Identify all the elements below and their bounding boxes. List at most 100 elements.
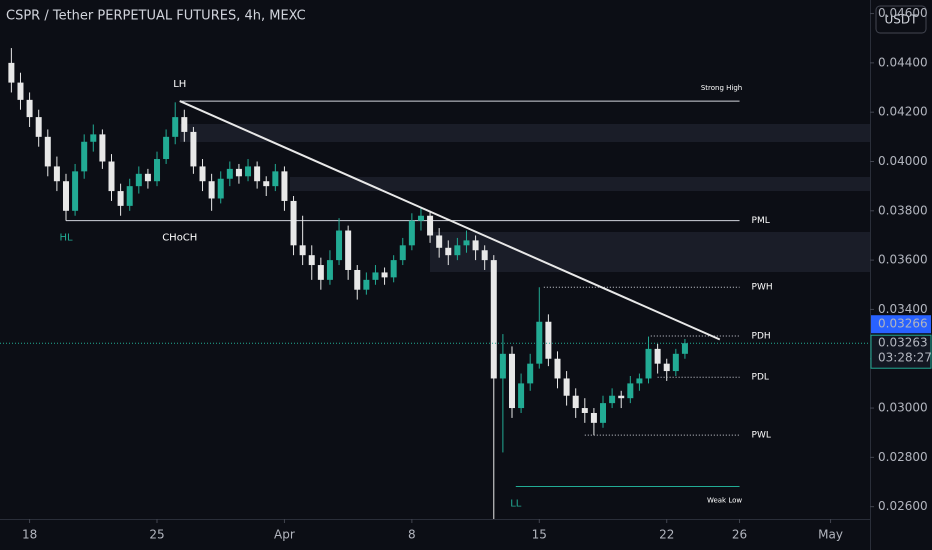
zone xyxy=(180,124,870,142)
candle-body xyxy=(226,168,233,179)
x-tick-label: 18 xyxy=(22,528,37,542)
candle-body xyxy=(499,353,506,379)
candle-body xyxy=(308,255,315,266)
candle-body xyxy=(135,173,142,187)
candle-body xyxy=(263,181,270,187)
candle-body xyxy=(581,408,588,413)
candle-body xyxy=(17,82,24,100)
y-tick-label: 0.02800 xyxy=(878,450,928,464)
candle-body xyxy=(254,166,261,182)
level-label: Weak Low xyxy=(707,496,742,504)
candle-body xyxy=(545,321,552,359)
candle-body xyxy=(563,378,570,396)
y-tick-label: 0.04400 xyxy=(878,55,928,69)
candle-body xyxy=(163,136,170,160)
candle-body xyxy=(445,247,452,256)
candle-body xyxy=(290,200,297,246)
level-label: PDH xyxy=(752,332,771,342)
y-tick-label: 0.03600 xyxy=(878,253,928,267)
y-tick-label: 0.03000 xyxy=(878,401,928,415)
candle-body xyxy=(53,166,60,182)
annotation: LH xyxy=(173,79,186,90)
candle-body xyxy=(527,363,534,384)
candle-body xyxy=(645,348,652,379)
x-tick-label: 25 xyxy=(149,528,164,542)
candle-body xyxy=(72,171,79,211)
candle-body xyxy=(627,383,634,399)
zone xyxy=(290,177,870,191)
level-label: PWH xyxy=(752,283,773,293)
candle-body xyxy=(281,171,288,201)
candle-body xyxy=(272,171,279,187)
candle-body xyxy=(427,215,434,236)
x-tick-label: 8 xyxy=(408,528,416,542)
candle-body xyxy=(235,168,242,177)
candle-body xyxy=(126,186,133,206)
zone xyxy=(430,232,870,272)
x-tick-label: May xyxy=(818,528,843,542)
candle-body xyxy=(590,412,597,423)
candle-body xyxy=(518,383,525,409)
candle-body xyxy=(108,161,115,192)
y-tick-label: 0.04600 xyxy=(878,6,928,20)
candle-body xyxy=(554,358,561,379)
y-tick-label: 0.03400 xyxy=(878,302,928,316)
candle-body xyxy=(381,272,388,278)
candle-body xyxy=(336,230,343,261)
candle-body xyxy=(609,395,616,404)
candle-body xyxy=(572,395,579,409)
last-price-label: 0.03263 xyxy=(878,336,928,350)
level-label: PDL xyxy=(752,373,769,383)
candle-body xyxy=(454,245,461,256)
candle-body xyxy=(345,230,352,270)
y-tick-label: 0.03800 xyxy=(878,203,928,217)
chart-title: CSPR / Tether PERPETUAL FUTURES, 4h, MEX… xyxy=(6,9,306,24)
level-label: Strong High xyxy=(701,84,742,92)
candle-body xyxy=(172,117,179,137)
currency-button[interactable] xyxy=(875,5,927,34)
candle-body xyxy=(81,141,88,172)
level-label: PWL xyxy=(752,431,771,441)
candle-body xyxy=(8,62,15,83)
y-tick-label: 0.04200 xyxy=(878,105,928,119)
candle-body xyxy=(117,191,124,206)
candle-body xyxy=(317,265,324,280)
candle-body xyxy=(181,117,188,132)
last-price-tag xyxy=(870,334,932,369)
candle-body xyxy=(199,166,206,182)
candle-body xyxy=(144,173,151,182)
candle-body xyxy=(618,395,625,399)
candle-body xyxy=(600,403,607,423)
x-tick-label: 15 xyxy=(532,528,547,542)
candle-body xyxy=(245,166,252,177)
candle-body xyxy=(508,353,515,409)
candle-body xyxy=(90,134,97,142)
candle-body xyxy=(481,250,488,261)
countdown: 03:28:27 xyxy=(878,351,932,365)
y-tick-label: 0.04000 xyxy=(878,154,928,168)
candle-body xyxy=(472,240,479,251)
candle-body xyxy=(326,260,333,280)
marker-price-tag xyxy=(871,315,931,334)
x-tick-label: 26 xyxy=(732,528,747,542)
candle-body xyxy=(354,269,361,290)
currency-label: USDT xyxy=(885,13,919,27)
plot-area: Strong High PML PWH PDH PDL PWL Weak Low LH HL CH… xyxy=(8,48,773,519)
candle-body xyxy=(654,348,661,364)
candle-body xyxy=(636,378,643,384)
candle-body xyxy=(408,220,415,246)
candle-body xyxy=(536,321,543,364)
candle-body xyxy=(681,343,688,354)
candle-body xyxy=(436,235,443,248)
candle-body xyxy=(672,353,679,372)
level-label: PML xyxy=(752,216,770,226)
candle-body xyxy=(417,215,424,221)
candle-body xyxy=(372,272,379,280)
candle-body xyxy=(463,240,470,246)
candle-body xyxy=(399,245,406,261)
candle-body xyxy=(490,260,497,379)
trend-line xyxy=(179,100,721,341)
candle-body xyxy=(390,260,397,278)
